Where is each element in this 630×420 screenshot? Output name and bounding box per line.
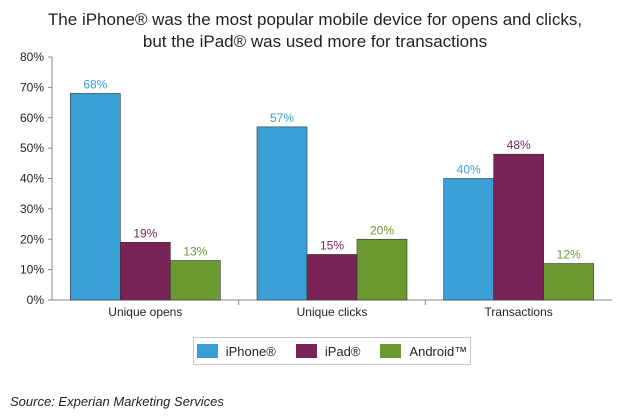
category-label: Transactions (485, 305, 553, 319)
y-tick-label: 20% (20, 232, 44, 246)
data-label: 68% (83, 77, 107, 91)
y-tick-label: 70% (20, 80, 44, 94)
legend-swatch-android (380, 344, 402, 358)
legend-label-iphone: iPhone® (225, 343, 276, 359)
bar (493, 153, 544, 301)
category-label: Unique clicks (297, 305, 368, 319)
y-tick-label: 30% (20, 202, 44, 216)
chart-title: The iPhone® was the most popular mobile … (0, 9, 630, 53)
data-label: 19% (133, 226, 157, 240)
bar (356, 238, 408, 301)
legend-swatch-iphone (196, 344, 218, 358)
source-note: Source: Experian Marketing Services (10, 394, 224, 409)
y-tick-label: 50% (20, 141, 44, 155)
data-label: 40% (457, 163, 481, 177)
y-tick-label: 10% (20, 263, 44, 277)
legend-swatch-ipad (295, 344, 317, 358)
bar (443, 178, 494, 301)
y-tick-label: 0% (27, 293, 45, 307)
bar (256, 126, 308, 301)
category-label: Unique opens (108, 305, 182, 319)
legend-label-android: Android™ (409, 343, 468, 359)
chart-title-line-1: The iPhone® was the most popular mobile … (47, 10, 583, 29)
chart-title-line-2: but the iPad® was used more for transact… (142, 32, 488, 51)
bar (70, 93, 121, 301)
legend-label-ipad: iPad® (324, 343, 361, 359)
chart-legend: iPhone® iPad® Android™ (193, 337, 471, 365)
legend-item-ipad: iPad® (295, 343, 361, 359)
bar (543, 263, 594, 301)
data-label: 48% (507, 138, 531, 152)
bar (120, 241, 171, 301)
data-label: 12% (557, 248, 581, 262)
legend-item-iphone: iPhone® (196, 343, 276, 359)
legend-item-android: Android™ (380, 344, 467, 359)
y-tick-label: 40% (20, 172, 44, 186)
bar (306, 254, 358, 301)
bar (170, 260, 221, 301)
data-label: 15% (320, 238, 344, 252)
data-label: 13% (183, 245, 207, 259)
data-label: 20% (370, 223, 394, 237)
y-tick-label: 80% (20, 50, 44, 64)
y-tick-label: 60% (20, 111, 44, 125)
data-label: 57% (270, 111, 294, 125)
